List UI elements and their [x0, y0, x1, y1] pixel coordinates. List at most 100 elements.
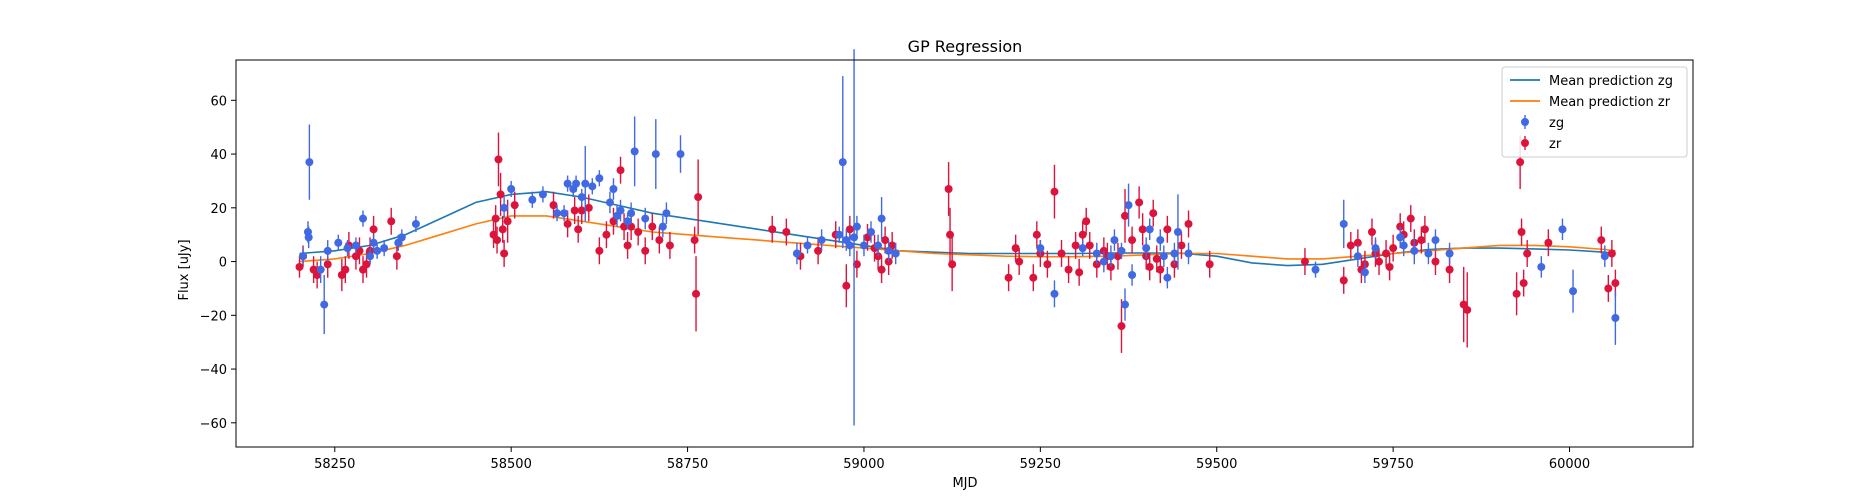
zg-point — [380, 244, 389, 253]
zg-point — [1399, 241, 1408, 250]
zg-point — [1170, 249, 1179, 258]
zg-point — [662, 209, 671, 218]
zr-point — [1389, 244, 1398, 253]
legend: Mean prediction zg Mean prediction zr zg zr — [1501, 66, 1688, 158]
zr-point — [1300, 257, 1309, 266]
zg-point — [1156, 236, 1165, 245]
zr-point — [491, 214, 500, 223]
y-tick-label: 60 — [210, 94, 227, 109]
zr-points — [295, 132, 1620, 353]
x-tick-label: 59250 — [1020, 457, 1061, 472]
zr-point — [655, 236, 664, 245]
zr-point — [768, 225, 777, 234]
zg-point — [1173, 228, 1182, 236]
zr-point — [1163, 225, 1172, 234]
zg-point — [320, 300, 329, 309]
zg-point — [316, 265, 325, 274]
zr-point — [602, 230, 611, 239]
zg-point — [609, 185, 618, 193]
zr-point — [1417, 236, 1426, 245]
zg-point — [817, 236, 826, 245]
zg-point — [1121, 300, 1130, 309]
zr-point — [1082, 217, 1091, 226]
zr-point — [1519, 279, 1528, 288]
zr-point — [1043, 260, 1052, 269]
zr-point — [782, 228, 791, 236]
zg-point — [373, 246, 382, 255]
zg-point — [411, 219, 420, 228]
zr-point — [634, 228, 643, 236]
zr-point — [1117, 322, 1126, 331]
zr-point — [1420, 225, 1429, 234]
legend-swatch-marker — [1521, 118, 1529, 126]
zr-point — [1512, 289, 1521, 298]
zr-point — [1152, 254, 1161, 263]
zr-point — [1346, 241, 1355, 250]
zr-point — [852, 260, 861, 269]
zr-point — [690, 236, 699, 245]
zr-point — [570, 206, 579, 215]
zg-point — [334, 238, 343, 247]
zr-point — [1611, 279, 1620, 288]
zr-point — [1078, 230, 1087, 239]
zg-point — [1078, 244, 1087, 253]
zr-point — [362, 260, 371, 269]
zr-point — [1149, 209, 1158, 218]
zg-point — [1036, 244, 1045, 253]
zg-point — [397, 233, 406, 242]
chart-title: GP Regression — [908, 37, 1023, 56]
zr-point — [1050, 187, 1059, 196]
zr-point — [563, 219, 572, 228]
zg-point — [605, 198, 614, 207]
zr-point — [1382, 249, 1391, 258]
zg-point — [299, 252, 308, 261]
legend-swatch-marker — [1521, 139, 1529, 147]
zg-point — [1128, 271, 1137, 279]
zg-point — [630, 147, 639, 156]
zr-point — [948, 260, 957, 269]
zr-point — [665, 241, 674, 250]
legend-label: Mean prediction zr — [1549, 95, 1671, 110]
zr-point — [1156, 265, 1165, 274]
zg-point — [845, 241, 854, 250]
zr-point — [1406, 214, 1415, 223]
zr-point — [493, 236, 502, 245]
zr-point — [1463, 305, 1472, 314]
zg-point — [1396, 233, 1405, 242]
zg-point — [560, 209, 569, 218]
zg-point — [1124, 201, 1133, 210]
zr-point — [1339, 276, 1348, 285]
zr-point — [694, 193, 703, 202]
x-tick-label: 58250 — [314, 457, 355, 472]
zr-point — [1431, 257, 1440, 266]
zg-point — [1050, 289, 1059, 298]
zr-point — [944, 185, 953, 193]
zr-point — [881, 236, 890, 245]
zg-point — [553, 209, 562, 218]
zr-point — [1604, 284, 1613, 293]
zr-point — [1367, 228, 1376, 236]
zg-point — [803, 241, 812, 250]
zr-point — [494, 155, 503, 164]
zg-point — [852, 222, 861, 231]
zg-point — [658, 222, 667, 231]
zg-point — [867, 228, 876, 236]
zg-point — [1410, 246, 1419, 255]
plot-frame — [235, 59, 1694, 448]
zr-point — [1597, 236, 1606, 245]
legend-box — [1501, 66, 1688, 158]
zr-point — [1516, 158, 1525, 167]
zr-point — [1135, 198, 1144, 207]
y-axis-label: Flux [uJy] — [177, 239, 192, 300]
y-tick-label: −20 — [200, 309, 227, 324]
zr-point — [295, 262, 304, 271]
x-tick-label: 58750 — [667, 457, 708, 472]
zg-point — [577, 193, 586, 202]
zr-point — [1445, 265, 1454, 274]
zr-point — [574, 225, 583, 234]
zg-point — [1431, 236, 1440, 245]
zg-point — [304, 233, 313, 242]
zr-point — [1385, 262, 1394, 271]
y-tick-label: 0 — [219, 256, 227, 271]
y-tick-label: −60 — [200, 417, 227, 432]
